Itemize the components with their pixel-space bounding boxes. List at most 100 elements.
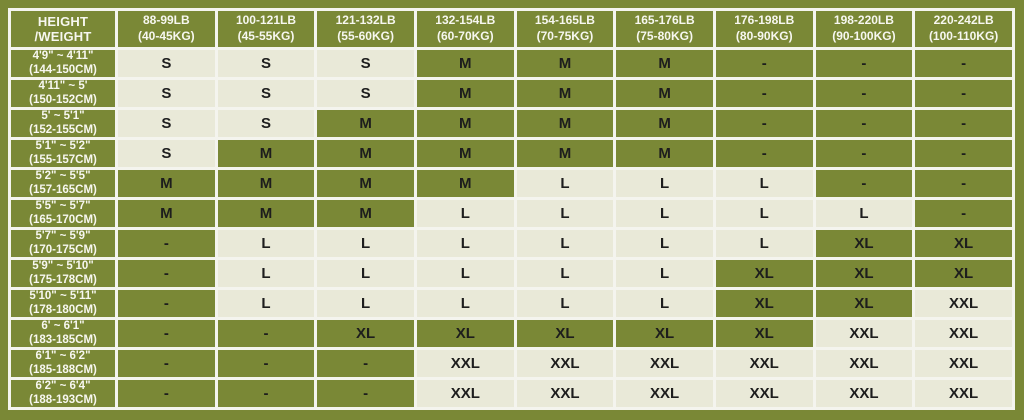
height-cm-label: (157-165CM) [29,183,97,196]
size-cell: L [416,230,514,257]
height-ft-label: 4'9" ~ 4'11" [32,50,94,63]
size-cell: M [516,140,614,167]
size-cell: L [616,290,713,317]
size-cell: - [915,50,1012,77]
weight-lb-label: 176-198LB [734,13,795,28]
size-cell: XXL [516,380,614,407]
size-cell: L [217,290,315,317]
size-cell: - [217,380,315,407]
table-row: 5' ~ 5'1" (152-155CM) S S M M M M - - - [11,110,1012,137]
size-cell: M [317,140,414,167]
height-cm-label: (185-188CM) [29,363,97,376]
height-cm-label: (150-152CM) [29,93,97,106]
size-cell: M [317,170,414,197]
table-row: 4'11" ~ 5' (150-152CM) S S S M M M - - - [11,80,1012,107]
size-cell: L [516,170,614,197]
size-cell: L [616,170,713,197]
height-cm-label: (152-155CM) [29,123,97,136]
weight-kg-label: (55-60KG) [337,29,394,43]
height-label: 4'9" ~ 4'11" (144-150CM) [11,50,115,77]
size-cell: M [416,170,514,197]
weight-kg-label: (75-80KG) [636,29,693,43]
size-chart-table: HEIGHT /WEIGHT 88-99LB (40-45KG) 100-121LB(… [8,8,1015,410]
size-cell: - [915,110,1012,137]
size-cell: L [317,290,414,317]
size-cell: XL [416,320,514,347]
size-cell: XXL [516,350,614,377]
size-cell: L [416,260,514,287]
height-cm-label: (165-170CM) [29,213,97,226]
size-cell: M [516,80,614,107]
size-cell: - [715,50,813,77]
weight-lb-label: 220-242LB [933,13,994,28]
weight-kg-label: (70-75KG) [536,29,594,43]
table-row: 5'7" ~ 5'9" (170-175CM) - L L L L L L XL XL [11,230,1012,257]
size-cell: XXL [616,350,713,377]
size-cell: L [715,230,813,257]
weight-lb-label: 88-99LB [142,13,190,28]
size-cell: - [715,110,813,137]
size-cell: XL [915,230,1012,257]
height-label: 6'1" ~ 6'2" (185-188CM) [11,350,115,377]
size-cell: XXL [715,380,813,407]
size-cell: - [815,80,913,107]
size-cell: - [715,140,813,167]
size-cell: XXL [815,380,913,407]
size-cell: M [118,170,215,197]
size-cell: L [616,230,713,257]
weight-header: 121-132LB (55-60KG) [317,11,414,47]
weight-header: 165-176LB (75-80KG) [616,11,713,47]
size-cell: - [217,320,315,347]
size-cell: - [317,380,414,407]
weight-kg-label: (100-110KG) [928,29,999,43]
weight-lb-label: 198-220LB [833,13,894,28]
size-cell: L [715,170,813,197]
height-ft-label: 4'11" ~ 5' [38,80,88,93]
size-cell: XXL [815,320,913,347]
height-ft-label: 5'7" ~ 5'9" [35,230,91,243]
size-cell: XL [715,290,813,317]
size-cell: - [118,380,215,407]
size-cell: - [118,290,215,317]
weight-kg-label: (90-100KG) [832,29,896,43]
size-cell: M [416,80,514,107]
size-cell: M [118,200,215,227]
size-cell: L [217,230,315,257]
size-cell: L [616,260,713,287]
size-cell: XL [715,260,813,287]
height-cm-label: (170-175CM) [29,243,97,256]
height-ft-label: 6'2" ~ 6'4" [35,380,91,393]
size-cell: XXL [915,380,1012,407]
table-row: 4'9" ~ 4'11" (144-150CM) S S S M M M - - - [11,50,1012,77]
size-cell: S [317,50,414,77]
height-cm-label: (178-180CM) [29,303,97,316]
size-cell: L [516,260,614,287]
size-cell: XXL [915,290,1012,317]
height-label: 5' ~ 5'1" (152-155CM) [11,110,115,137]
size-cell: M [516,110,614,137]
size-cell: L [815,200,913,227]
size-cell: S [317,80,414,107]
weight-lb-label: 154-165LB [534,13,595,28]
height-ft-label: 6'1" ~ 6'2" [35,350,91,363]
table-row: 6'1" ~ 6'2" (185-188CM) - - - XXL XXL XXL XXL XXL… [11,350,1012,377]
header-row: HEIGHT /WEIGHT 88-99LB (40-45KG) 100-121LB(… [11,11,1012,47]
size-cell: - [815,170,913,197]
size-cell: - [815,50,913,77]
table-row: 5'9" ~ 5'10" (175-178CM) - L L L L L XL XL XL [11,260,1012,287]
size-cell: S [118,80,215,107]
height-label: 6' ~ 6'1" (183-185CM) [11,320,115,347]
size-cell: M [317,110,414,137]
height-ft-label: 5'9" ~ 5'10" [32,260,94,273]
size-cell: M [416,140,514,167]
weight-header: 100-121LB (45-55KG) [217,11,315,47]
height-label: 5'9" ~ 5'10" (175-178CM) [11,260,115,287]
size-cell: M [217,170,315,197]
weight-header: 88-99LB (40-45KG) [118,11,215,47]
size-cell: M [616,50,713,77]
height-ft-label: 6' ~ 6'1" [41,320,85,333]
size-cell: M [616,80,713,107]
size-cell: M [416,50,514,77]
height-cm-label: (155-157CM) [29,153,97,166]
weight-lb-label: 165-176LB [634,13,695,28]
